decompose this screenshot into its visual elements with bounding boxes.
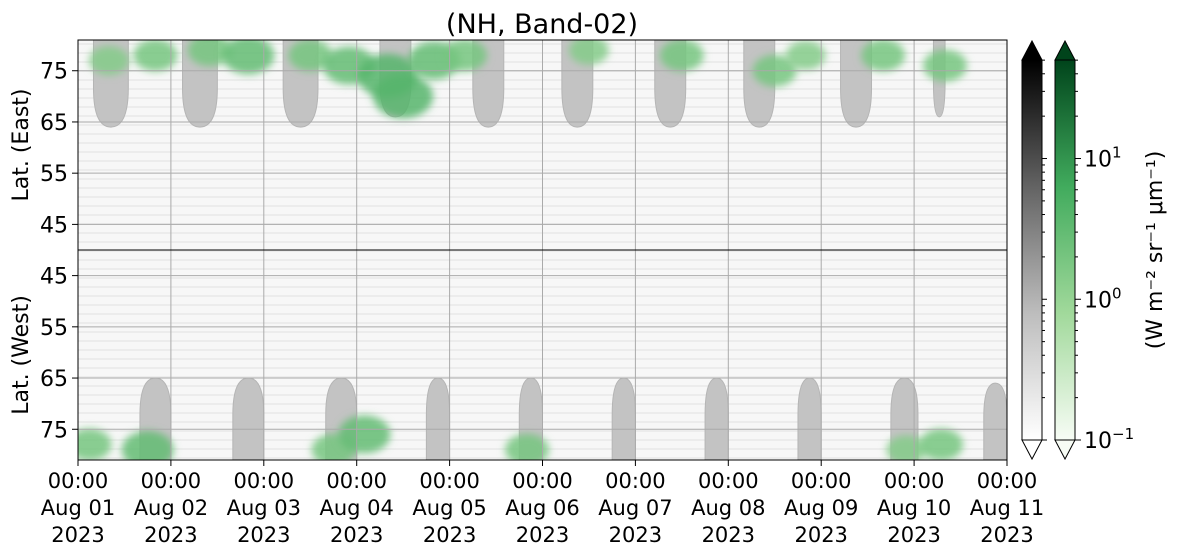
aurora-patch xyxy=(288,40,333,72)
x-axis: 00:00 Aug 01 2023 00:00 Aug 02 2023 00:00 Aug 0… xyxy=(41,460,1044,547)
x-tick-date: Aug 11 xyxy=(970,496,1044,520)
colorbar-green-max-extend xyxy=(1054,39,1076,61)
aurora-patch xyxy=(568,40,609,65)
y-tick-label: 75 xyxy=(40,418,68,443)
aurora-patch xyxy=(919,428,964,460)
colorbars: 101 100 10−1 xyxy=(1021,39,1134,461)
x-tick-label: 00:00 xyxy=(698,469,759,493)
x-tick-year: 2023 xyxy=(516,523,569,547)
aurora-patch xyxy=(373,74,434,119)
x-tick-label: 00:00 xyxy=(48,469,109,493)
x-tick-label: 00:00 xyxy=(419,469,480,493)
x-tick-year: 2023 xyxy=(702,523,755,547)
ylabel-west: Lat. (West) xyxy=(9,295,34,415)
dark-region-west xyxy=(983,382,1007,460)
x-tick-year: 2023 xyxy=(330,523,383,547)
y-tick-label: 65 xyxy=(40,367,68,392)
aurora-patch xyxy=(923,49,968,82)
x-tick-year: 2023 xyxy=(51,523,104,547)
dark-region-west xyxy=(425,377,451,460)
aurora-patch xyxy=(338,415,391,454)
x-tick-date: Aug 08 xyxy=(691,496,765,520)
x-tick-label: 00:00 xyxy=(512,469,573,493)
x-tick-label: 00:00 xyxy=(791,469,852,493)
x-tick-label: 00:00 xyxy=(326,469,387,493)
aurora-patch xyxy=(88,45,129,75)
colorbar-green-min-extend xyxy=(1054,439,1076,461)
aurora-patch xyxy=(659,40,704,72)
y-axis: 45 55 65 75 75 65 55 45 xyxy=(40,60,78,443)
colorbar-ticks: 101 100 10−1 xyxy=(1042,59,1134,454)
x-tick-date: Aug 02 xyxy=(134,496,208,520)
x-tick-date: Aug 07 xyxy=(598,496,672,520)
colorbar-gray-max-extend xyxy=(1021,39,1043,61)
aurora-patch xyxy=(505,433,550,460)
x-tick-year: 2023 xyxy=(980,523,1033,547)
dark-region-west xyxy=(797,377,822,460)
aurora-patch xyxy=(785,40,826,70)
x-tick-date: Aug 06 xyxy=(505,496,579,520)
aurora-patch xyxy=(222,40,275,75)
colorbar-tick-label: 10−1 xyxy=(1084,425,1134,454)
x-tick-label: 00:00 xyxy=(884,469,945,493)
y-tick-label: 45 xyxy=(40,213,68,238)
aurora-patch xyxy=(886,435,927,460)
dark-region-west xyxy=(611,377,636,460)
y-tick-label: 55 xyxy=(40,316,68,341)
colorbar-gray xyxy=(1021,59,1043,441)
x-tick-date: Aug 01 xyxy=(41,496,115,520)
x-tick-date: Aug 05 xyxy=(412,496,486,520)
colorbar-tick-label: 100 xyxy=(1084,284,1122,313)
aurora-patch xyxy=(133,40,178,72)
aurora-patch xyxy=(861,40,906,72)
x-tick-label: 00:00 xyxy=(977,469,1038,493)
x-tick-date: Aug 04 xyxy=(319,496,393,520)
aurora-patch xyxy=(78,428,112,460)
aurora-patch xyxy=(187,40,232,67)
x-tick-year: 2023 xyxy=(237,523,290,547)
x-tick-year: 2023 xyxy=(609,523,662,547)
chart-title: (NH, Band-02) xyxy=(446,9,638,40)
y-tick-label: 75 xyxy=(40,60,68,85)
dark-region-west xyxy=(704,377,729,460)
dark-region-west xyxy=(232,377,265,460)
x-tick-label: 00:00 xyxy=(234,469,295,493)
colorbar-green xyxy=(1054,59,1076,441)
x-tick-year: 2023 xyxy=(423,523,476,547)
colorbar-gray-min-extend xyxy=(1021,439,1043,461)
x-tick-label: 00:00 xyxy=(605,469,666,493)
colorbar-label: (W m⁻² sr⁻¹ μm⁻¹) xyxy=(1143,151,1168,350)
x-tick-label: 00:00 xyxy=(141,469,202,493)
x-tick-date: Aug 09 xyxy=(784,496,858,520)
colorbar-tick-label: 101 xyxy=(1084,144,1122,173)
x-tick-date: Aug 03 xyxy=(227,496,301,520)
y-tick-label: 65 xyxy=(40,111,68,136)
x-tick-year: 2023 xyxy=(794,523,847,547)
x-tick-year: 2023 xyxy=(144,523,197,547)
x-tick-year: 2023 xyxy=(887,523,940,547)
y-tick-label: 45 xyxy=(40,265,68,290)
grid xyxy=(77,40,1008,460)
aurora-patch xyxy=(443,40,488,72)
ylabel-east: Lat. (East) xyxy=(9,89,34,202)
y-tick-label: 55 xyxy=(40,162,68,187)
x-tick-date: Aug 10 xyxy=(877,496,951,520)
aurora-patch xyxy=(121,430,174,460)
